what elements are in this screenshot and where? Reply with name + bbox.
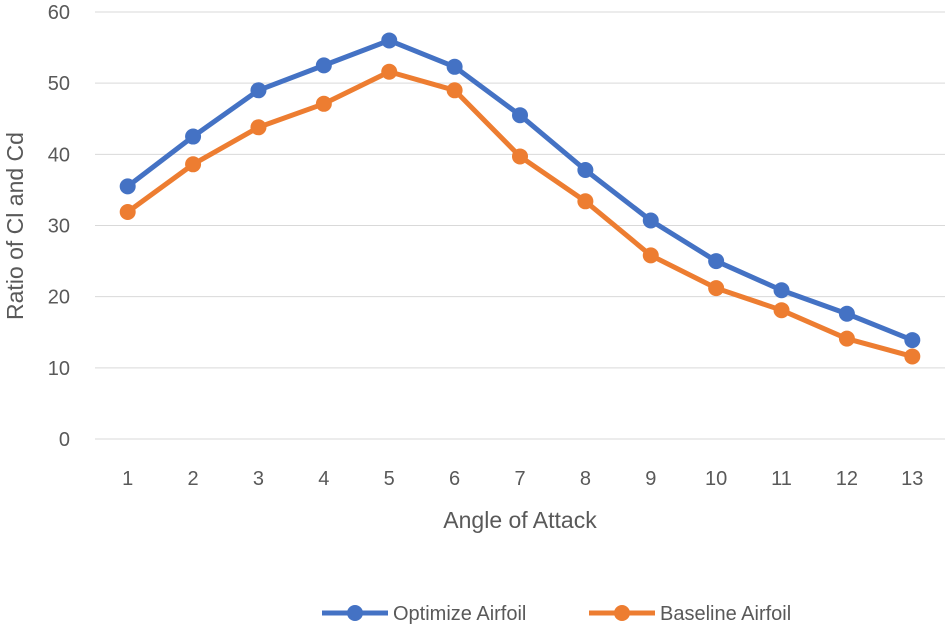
data-point-baseline[interactable] [119, 203, 136, 220]
data-point-baseline[interactable] [708, 280, 725, 297]
data-point-optimize[interactable] [119, 178, 136, 195]
y-tick-label: 50 [48, 73, 70, 95]
data-point-baseline[interactable] [773, 302, 790, 319]
series-line-optimize [125, 37, 915, 343]
y-tick-label: 30 [48, 216, 70, 238]
x-tick-label: 13 [901, 468, 923, 490]
legend-item-optimize[interactable]: Optimize Airfoil [322, 603, 526, 625]
x-tick-label: 5 [384, 468, 395, 490]
data-point-baseline[interactable] [446, 82, 463, 99]
gridlines [95, 11, 945, 440]
data-point-baseline[interactable] [904, 348, 921, 365]
data-point-optimize[interactable] [315, 57, 332, 74]
x-tick-label: 2 [188, 468, 199, 490]
y-tick-label: 20 [48, 287, 70, 309]
legend-marker-baseline [614, 605, 630, 621]
x-tick-label: 7 [514, 468, 525, 490]
x-tick-label: 10 [705, 468, 727, 490]
x-tick-label: 11 [771, 468, 792, 490]
legend-label-baseline: Baseline Airfoil [660, 603, 791, 625]
x-tick-label: 12 [836, 468, 858, 490]
data-point-optimize[interactable] [904, 332, 921, 349]
series-optimize [119, 32, 921, 349]
data-point-optimize[interactable] [838, 305, 855, 322]
data-point-baseline[interactable] [838, 330, 855, 347]
data-point-optimize[interactable] [642, 212, 659, 229]
series-baseline [119, 63, 921, 365]
x-axis-title: Angle of Attack [443, 507, 597, 533]
x-tick-label: 3 [253, 468, 264, 490]
data-point-baseline[interactable] [642, 247, 659, 264]
data-point-optimize[interactable] [446, 58, 463, 75]
series-lines [119, 32, 921, 365]
data-point-optimize[interactable] [512, 107, 528, 124]
x-tick-label: 9 [645, 468, 656, 490]
x-tick-label: 8 [580, 468, 591, 490]
y-tick-labels: 0 10 20 30 40 50 60 [48, 2, 70, 451]
data-point-baseline[interactable] [577, 193, 594, 210]
x-tick-label: 6 [449, 468, 460, 490]
x-tick-label: 4 [318, 468, 329, 490]
y-tick-label: 60 [48, 2, 70, 24]
legend-label-optimize: Optimize Airfoil [393, 603, 526, 625]
legend-marker-optimize [347, 605, 363, 621]
x-tick-labels: 1 2 3 4 5 6 7 8 9 10 11 12 13 [122, 468, 923, 490]
data-point-baseline[interactable] [315, 95, 332, 112]
data-point-optimize[interactable] [185, 128, 202, 145]
data-point-optimize[interactable] [577, 161, 594, 178]
data-point-baseline[interactable] [185, 156, 202, 173]
y-axis-title: Ratio of Cl and Cd [2, 132, 28, 320]
y-tick-label: 0 [59, 429, 70, 451]
x-tick-label: 1 [122, 468, 133, 490]
legend-item-baseline[interactable]: Baseline Airfoil [589, 603, 791, 625]
data-point-optimize[interactable] [773, 282, 790, 299]
data-point-baseline[interactable] [381, 63, 398, 80]
data-point-optimize[interactable] [381, 32, 398, 49]
data-point-baseline[interactable] [250, 119, 267, 136]
y-tick-label: 10 [48, 358, 70, 380]
legend: Optimize Airfoil Baseline Airfoil [322, 603, 791, 625]
data-point-optimize[interactable] [250, 82, 267, 99]
y-tick-label: 40 [48, 144, 70, 166]
data-point-baseline[interactable] [512, 148, 528, 165]
data-point-optimize[interactable] [708, 253, 725, 270]
